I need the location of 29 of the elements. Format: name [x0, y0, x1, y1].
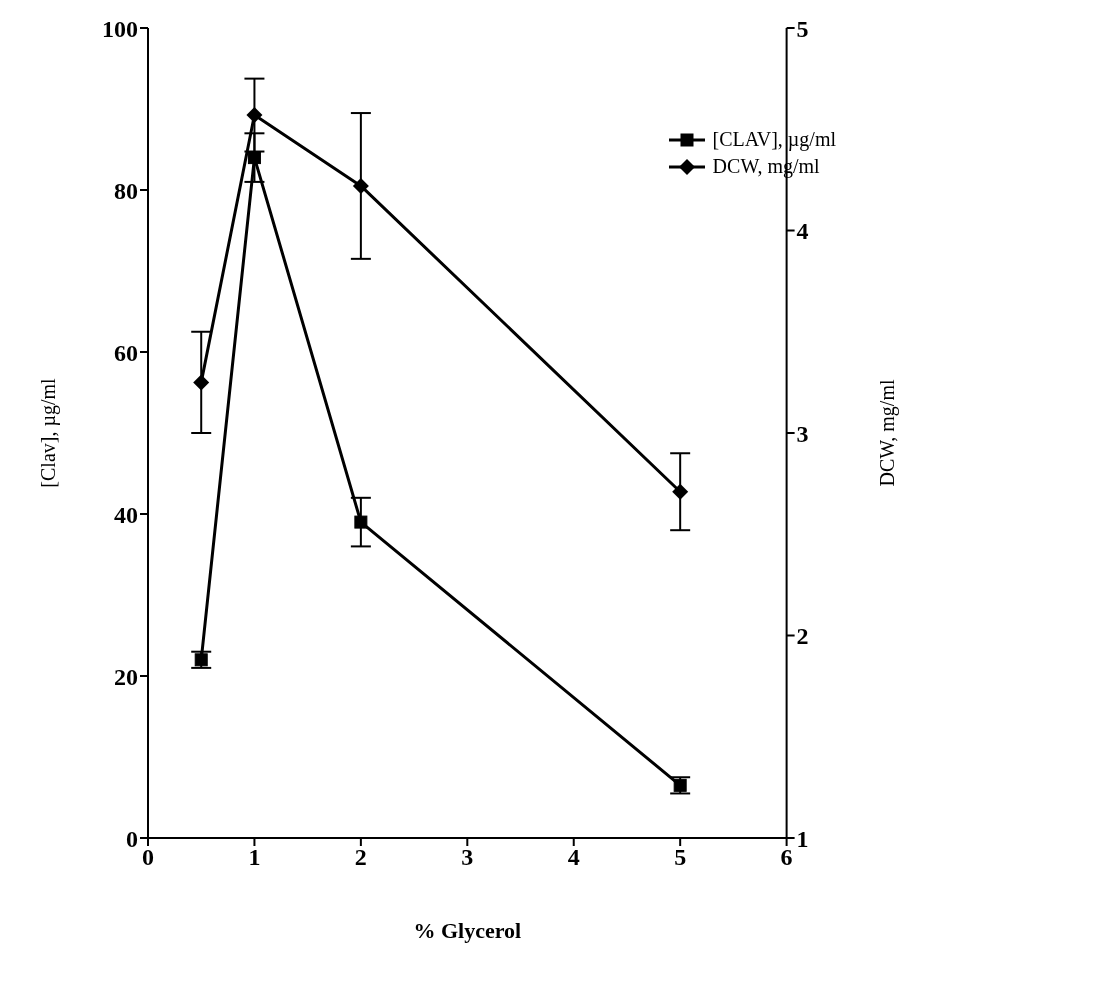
- point: [247, 151, 261, 165]
- point: [194, 653, 208, 667]
- y2-tick-label: 1: [796, 825, 809, 852]
- y2-tick-label: 5: [796, 15, 809, 42]
- x-axis-title: % Glycerol: [413, 918, 522, 943]
- y2-tick-label: 2: [796, 623, 809, 650]
- point: [354, 515, 368, 529]
- y-axis-title: [Clav], µg/ml: [37, 377, 61, 488]
- x-tick-label: 5: [674, 844, 687, 871]
- point: [673, 778, 687, 792]
- x-tick-label: 1: [248, 844, 261, 871]
- point: [352, 177, 369, 194]
- y-tick-label: 40: [114, 501, 138, 528]
- x-tick-label: 6: [780, 844, 793, 871]
- x-tick-label: 4: [567, 844, 580, 871]
- point: [246, 107, 263, 124]
- y-tick-label: 0: [126, 825, 138, 852]
- y2-axis-title: DCW, mg/ml: [875, 379, 899, 487]
- y2-tick-label: 3: [796, 420, 809, 447]
- y-tick-label: 20: [114, 663, 138, 690]
- y-tick-label: 60: [114, 339, 138, 366]
- y2-tick-label: 4: [796, 218, 809, 245]
- point: [672, 483, 689, 500]
- x-tick-label: 3: [461, 844, 474, 871]
- x-tick-label: 2: [354, 844, 367, 871]
- y-tick-label: 80: [114, 177, 138, 204]
- point: [193, 374, 210, 391]
- legend-label: [CLAV], µg/ml: [712, 128, 836, 151]
- y-tick-label: 100: [102, 15, 138, 42]
